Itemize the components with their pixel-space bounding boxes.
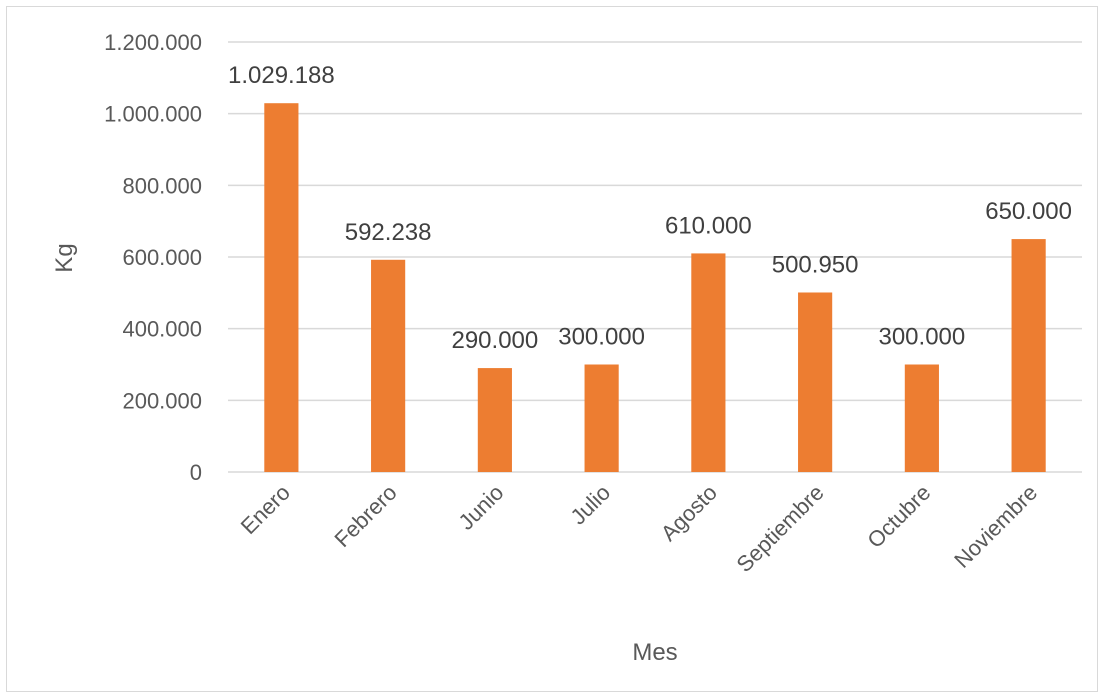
data-label: 290.000 [451,327,538,354]
x-tick-label: Septiembre [731,480,828,577]
y-tick-label: 0 [190,460,202,485]
y-tick-label: 200.000 [122,388,202,413]
x-axis-title: Mes [632,639,677,666]
y-tick-label: 1.200.000 [104,30,202,55]
data-labels: 1.029.188 592.238 290.000 300.000 610.000 500… [228,62,1072,354]
data-label: 300.000 [558,324,645,351]
y-tick-label: 1.000.000 [104,102,202,127]
x-axis-ticks: Enero Febrero Junio Julio Agosto Septiembre Oc… [236,480,1042,577]
x-tick-label: Junio [454,480,509,535]
bar [1011,239,1046,472]
bar [371,259,406,472]
y-axis-ticks: 0 200.000 400.000 600.000 800.000 1.000.000 1.… [104,30,202,485]
data-label: 500.950 [772,251,859,278]
x-tick-label: Agosto [656,480,722,546]
y-tick-label: 400.000 [122,317,202,342]
bar [691,253,726,472]
bar [904,364,939,472]
bar [264,103,299,472]
x-tick-label: Enero [236,480,295,539]
bar [798,292,833,472]
x-tick-label: Febrero [330,480,402,552]
data-label: 610.000 [665,212,752,239]
gridlines [228,41,1082,473]
data-label: 1.029.188 [228,62,335,89]
data-label: 592.238 [345,219,432,246]
y-tick-label: 800.000 [122,173,202,198]
x-tick-label: Octubre [862,480,935,553]
bars [264,103,1046,472]
bar [584,364,619,472]
data-label: 650.000 [985,198,1072,225]
chart-frame [6,6,1098,692]
y-axis-title: Kg [51,243,78,272]
x-tick-label: Noviembre [949,480,1042,573]
bar [477,368,512,472]
data-label: 300.000 [878,324,965,351]
x-tick-label: Julio [565,480,615,530]
y-tick-label: 600.000 [122,245,202,270]
